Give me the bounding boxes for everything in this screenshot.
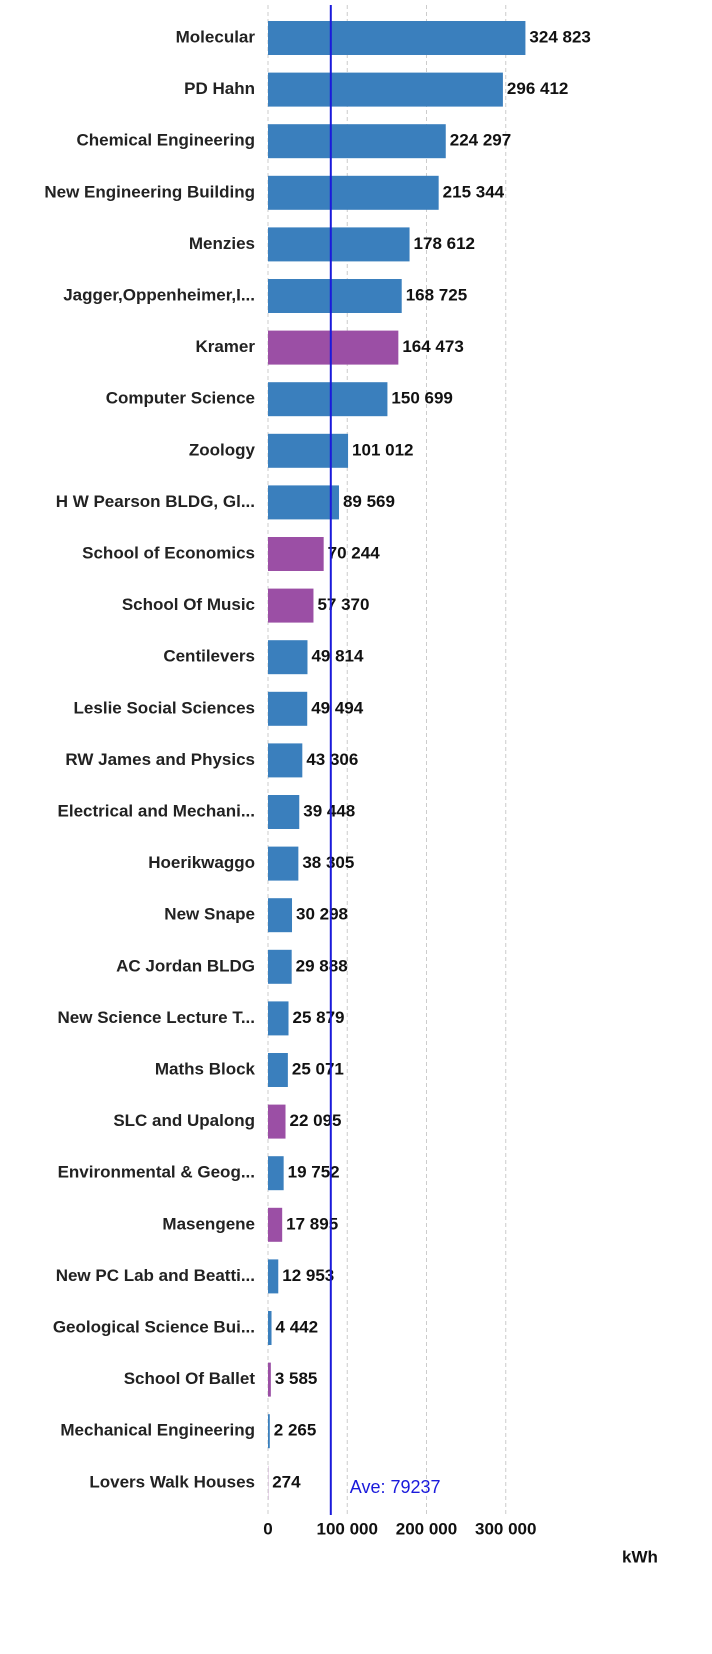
category-label: SLC and Upalong	[113, 1111, 255, 1130]
bar	[268, 1414, 270, 1449]
category-label: Molecular	[176, 27, 256, 46]
bar	[268, 949, 292, 984]
value-label: 70 244	[328, 543, 381, 562]
category-label: Maths Block	[155, 1059, 256, 1078]
bar	[268, 1053, 288, 1087]
bar	[268, 72, 503, 107]
category-label: Geological Science Bui...	[53, 1317, 255, 1336]
bar	[268, 1156, 284, 1191]
bar	[268, 175, 439, 210]
bar	[268, 846, 299, 881]
bar	[268, 21, 526, 55]
value-label: 2 265	[274, 1421, 317, 1440]
bar	[268, 227, 410, 262]
value-label: 57 370	[317, 595, 369, 614]
value-label: 39 448	[303, 801, 355, 820]
bar	[268, 1259, 279, 1294]
value-label: 178 612	[414, 234, 475, 253]
bar	[268, 279, 402, 313]
value-label: 215 344	[443, 182, 505, 201]
value-label: 296 412	[507, 79, 568, 98]
category-label: Environmental & Geog...	[58, 1163, 255, 1182]
value-label: 25 071	[292, 1059, 344, 1078]
category-label: School of Economics	[82, 543, 255, 562]
bar	[268, 1362, 271, 1397]
bar	[268, 640, 308, 675]
x-axis-label: kWh	[622, 1547, 658, 1566]
bar	[268, 433, 349, 468]
bar	[268, 537, 324, 571]
bar	[268, 1207, 283, 1242]
bar	[268, 898, 293, 933]
x-tick-label: 0	[263, 1519, 272, 1538]
category-label: Centilevers	[163, 647, 255, 666]
value-label: 224 297	[450, 131, 511, 150]
bar	[268, 330, 399, 365]
category-label: New Snape	[164, 905, 255, 924]
value-label: 19 752	[288, 1163, 340, 1182]
bar	[268, 1311, 272, 1345]
bar	[268, 485, 339, 520]
bar	[268, 382, 388, 417]
value-label: 17 895	[286, 1214, 338, 1233]
x-tick-label: 200 000	[396, 1519, 457, 1538]
category-label: School Of Music	[122, 595, 255, 614]
value-label: 49 494	[311, 698, 364, 717]
bar	[268, 1104, 286, 1139]
category-label: Chemical Engineering	[76, 131, 255, 150]
value-label: 274	[272, 1472, 301, 1491]
bar	[268, 691, 308, 726]
category-label: Menzies	[189, 234, 255, 253]
bar	[268, 124, 446, 159]
value-label: 168 725	[406, 285, 467, 304]
category-label: RW James and Physics	[65, 750, 255, 769]
value-label: 101 012	[352, 440, 413, 459]
value-label: 25 879	[293, 1008, 345, 1027]
bar	[268, 1001, 289, 1036]
value-label: 4 442	[276, 1317, 319, 1336]
average-label: Ave: 79237	[350, 1477, 441, 1497]
category-label: Lovers Walk Houses	[89, 1472, 255, 1491]
category-label: Kramer	[195, 337, 255, 356]
category-label: Jagger,Oppenheimer,I...	[63, 285, 255, 304]
value-label: 43 306	[306, 750, 358, 769]
category-label: Electrical and Mechani...	[58, 801, 255, 820]
bar	[268, 588, 314, 623]
category-label: Leslie Social Sciences	[74, 698, 255, 717]
category-label: H W Pearson BLDG, Gl...	[56, 492, 255, 511]
value-label: 30 298	[296, 905, 348, 924]
category-label: Masengene	[162, 1214, 255, 1233]
category-label: Computer Science	[106, 389, 255, 408]
value-label: 324 823	[529, 27, 590, 46]
x-tick-label: 300 000	[475, 1519, 536, 1538]
category-label: Hoerikwaggo	[148, 853, 255, 872]
value-label: 12 953	[282, 1266, 334, 1285]
category-label: School Of Ballet	[124, 1369, 256, 1388]
category-label: AC Jordan BLDG	[116, 956, 255, 975]
value-label: 49 814	[311, 647, 364, 666]
category-label: New Engineering Building	[44, 182, 255, 201]
bar	[268, 795, 300, 829]
value-label: 38 305	[302, 853, 354, 872]
category-label: Zoology	[189, 440, 256, 459]
bar	[268, 743, 303, 778]
value-label: 89 569	[343, 492, 395, 511]
category-label: Mechanical Engineering	[60, 1421, 255, 1440]
category-label: PD Hahn	[184, 79, 255, 98]
value-label: 3 585	[275, 1369, 318, 1388]
x-tick-label: 100 000	[317, 1519, 378, 1538]
value-label: 22 095	[290, 1111, 342, 1130]
value-label: 164 473	[402, 337, 463, 356]
value-label: 29 888	[296, 956, 348, 975]
value-label: 150 699	[391, 389, 452, 408]
category-label: New Science Lecture T...	[58, 1008, 255, 1027]
category-label: New PC Lab and Beatti...	[56, 1266, 255, 1285]
